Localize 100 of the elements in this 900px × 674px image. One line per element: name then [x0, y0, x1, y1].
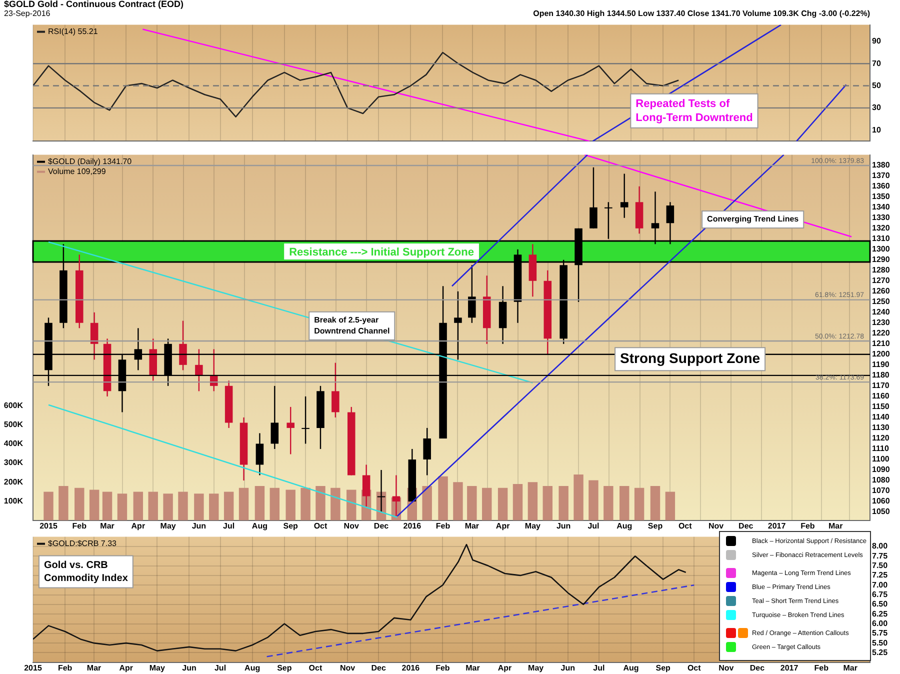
y-tick-label: 1370: [872, 171, 890, 180]
annotation: Repeated Tests of Long-Term Downtrend: [636, 98, 753, 124]
bar: [558, 486, 568, 520]
bar: [270, 488, 280, 520]
bar: [482, 488, 492, 520]
x-tick-label: Aug: [616, 521, 632, 530]
bar: [528, 482, 538, 520]
bar: [178, 492, 188, 520]
y-tick-label: 1140: [872, 412, 890, 422]
y-tick-label: 1260: [872, 286, 890, 296]
y-tick-label: 1070: [872, 486, 890, 496]
bar: [209, 494, 219, 520]
y2-tick-label: 400K: [4, 439, 24, 448]
bar: [498, 488, 508, 520]
x-tick-label: Jun: [192, 521, 206, 530]
bar: [438, 476, 448, 520]
y2-tick-label: 500K: [4, 420, 24, 429]
band-label: Resistance ---> Initial Support Zone: [289, 246, 474, 258]
y-tick-label: 7.00: [872, 580, 888, 590]
x-tick-label: Feb: [72, 521, 87, 530]
candlestick: [195, 348, 203, 392]
x-tick-label: Dec: [750, 663, 766, 672]
y-tick-label: 1160: [872, 392, 890, 401]
y-tick-label: 1080: [872, 476, 890, 485]
x-tick-label: Apr: [119, 663, 134, 672]
annotation: Converging Trend Lines: [707, 214, 800, 224]
y-tick-label: 1310: [872, 234, 890, 244]
x-tick-label: Dec: [374, 521, 390, 530]
x-tick-label: Mar: [100, 521, 114, 530]
x-tick-label: Oct: [308, 663, 322, 672]
y-tick-label: 1340: [872, 202, 890, 212]
x-tick-label: Aug: [244, 663, 260, 672]
y-tick-label: 1380: [872, 160, 890, 170]
legend-label: Volume 109,299: [48, 167, 106, 176]
y-tick-label: 1170: [872, 381, 890, 390]
bar: [300, 488, 310, 520]
y-tick-label: 1180: [872, 370, 890, 380]
chart-subtitle: 23-Sep-2016: [4, 9, 50, 18]
bar: [604, 486, 614, 520]
x-tick-label: 2015: [24, 663, 42, 672]
x-tick-label: Apr: [496, 521, 510, 530]
y-tick-label: 1100: [872, 454, 890, 464]
bar: [44, 492, 54, 520]
y-tick-label: 6.75: [872, 590, 888, 599]
bar: [422, 486, 432, 520]
bar: [254, 486, 265, 520]
y-tick-label: 7.25: [872, 570, 888, 580]
x-tick-label: Sep: [656, 663, 671, 672]
x-tick-label: Jun: [560, 663, 576, 672]
y-tick-label: 6.00: [872, 618, 888, 628]
y-tick-label: 1360: [872, 182, 890, 191]
candlestick: [423, 427, 431, 476]
x-tick-label: Jul: [223, 521, 235, 530]
x-tick-label: Mar: [843, 663, 858, 672]
bar: [620, 486, 630, 520]
x-tick-label: Oct: [678, 521, 692, 530]
chart-title: $GOLD Gold - Continuous Contract (EOD): [4, 0, 184, 9]
x-tick-label: Jul: [588, 521, 600, 530]
x-tick-label: Oct: [687, 663, 702, 672]
x-tick-label: Apr: [131, 521, 146, 530]
x-tick-label: Feb: [436, 663, 450, 672]
y2-tick-label: 600K: [4, 400, 24, 410]
candlestick: [179, 320, 187, 371]
x-tick-label: Nov: [344, 521, 360, 530]
y-tick-label: 70: [872, 58, 882, 68]
y-tick-label: 6.25: [872, 609, 888, 618]
y2-tick-label: 200K: [4, 477, 24, 486]
bar: [102, 492, 112, 520]
y-tick-label: 1060: [872, 496, 890, 506]
bar: [346, 490, 356, 520]
y-tick-label: 50: [872, 80, 882, 90]
y-tick-label: 1120: [872, 434, 890, 443]
x-tick-label: Sep: [648, 521, 663, 530]
annotation: Break of 2.5-year Downtrend Channel: [314, 316, 390, 336]
x-tick-label: Jun: [182, 663, 196, 672]
candlestick: [332, 362, 340, 418]
x-tick-label: May: [524, 521, 542, 530]
x-tick-label: Feb: [436, 521, 450, 530]
annotation: Strong Support Zone: [620, 350, 760, 366]
legend-label: $GOLD:$CRB 7.33: [48, 539, 118, 548]
bar: [74, 488, 84, 520]
y-tick-label: 1220: [872, 328, 890, 338]
y-tick-label: 30: [872, 103, 882, 112]
y-tick-label: 5.50: [872, 638, 888, 648]
bar: [286, 490, 296, 520]
y-tick-label: 1190: [872, 360, 890, 370]
y-tick-label: 1110: [872, 444, 890, 454]
x-tick-label: 2017: [768, 521, 786, 530]
y-tick-label: 1200: [872, 350, 890, 359]
y-tick-label: 1130: [872, 423, 890, 432]
bar: [574, 474, 584, 520]
y-tick-label: 1270: [872, 276, 890, 286]
x-tick-label: May: [160, 521, 176, 530]
x-tick-label: Sep: [283, 521, 298, 530]
x-tick-label: Dec: [371, 663, 386, 672]
bar: [58, 486, 68, 520]
legend-label: $GOLD (Daily) 1341.70: [48, 157, 132, 166]
bar: [467, 486, 477, 520]
bar: [148, 492, 158, 520]
candlestick: [468, 264, 476, 324]
